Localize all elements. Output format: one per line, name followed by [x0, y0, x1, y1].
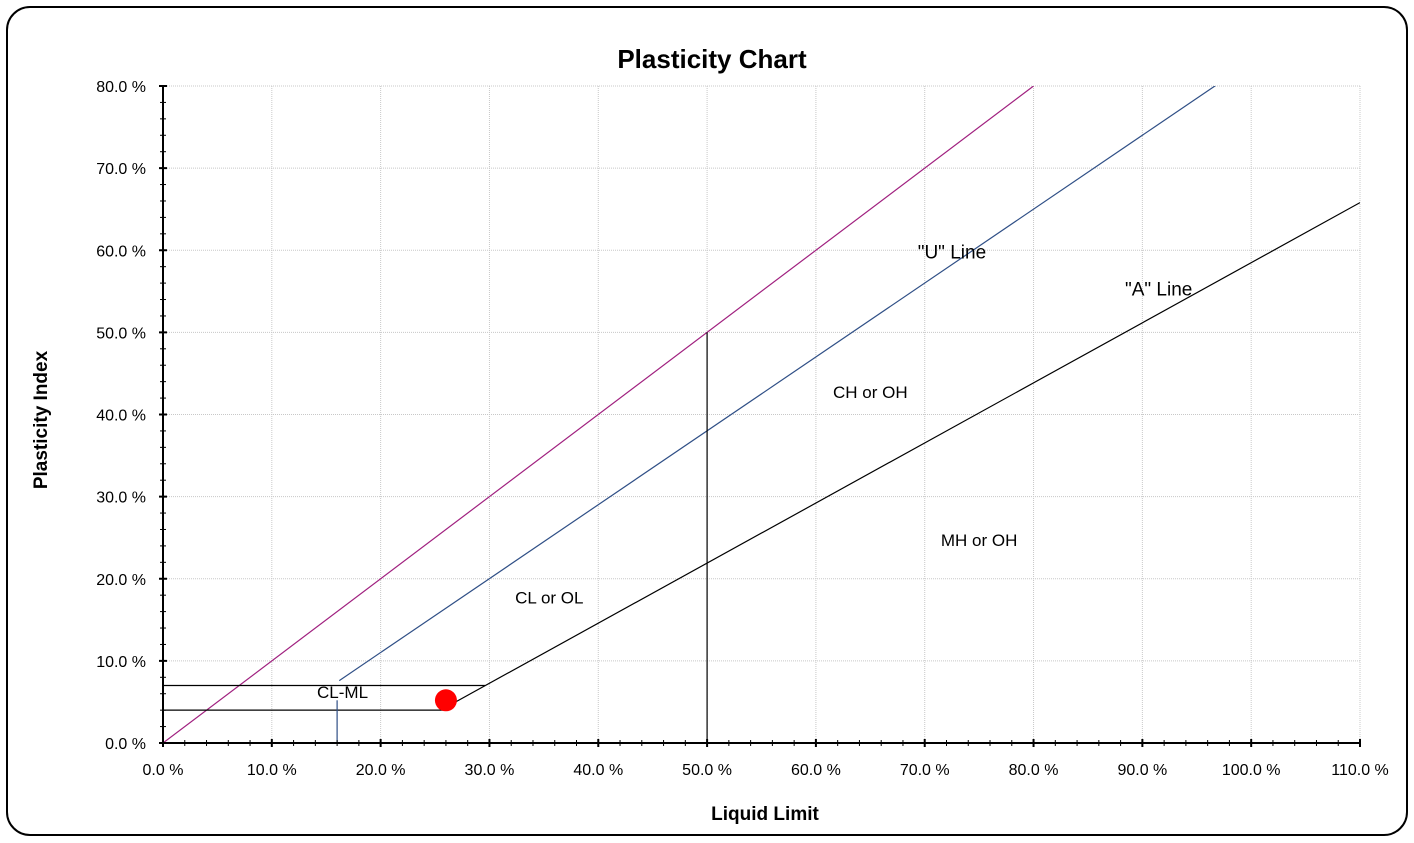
x-tick-label: 40.0 %	[573, 762, 623, 779]
tick-labels: 0.0 % 10.0 % 20.0 % 30.0 % 40.0 % 50.0 % 60.0 …	[96, 79, 1389, 779]
y-tick-label: 60.0 %	[96, 243, 146, 260]
chart-title: Plasticity Chart	[617, 44, 807, 74]
zone-label: MH or OH	[941, 531, 1018, 550]
y-tick-label: 20.0 %	[96, 572, 146, 589]
y-tick-label: 0.0 %	[105, 736, 146, 753]
y-tick-label: 50.0 %	[96, 325, 146, 342]
boundary-line	[443, 202, 1360, 710]
x-tick-label: 90.0 %	[1117, 762, 1167, 779]
y-axis-title: Plasticity Index	[31, 350, 52, 489]
boundary-line	[338, 86, 1216, 682]
data-points	[434, 689, 457, 712]
x-tick-label: 110.0 %	[1331, 762, 1389, 779]
boundary-line	[163, 86, 1034, 743]
y-tick-label: 80.0 %	[96, 79, 146, 96]
x-tick-label: 50.0 %	[682, 762, 732, 779]
x-tick-label: 0.0 %	[143, 762, 184, 779]
grid	[163, 85, 1361, 743]
zone-labels: "U" Line "A" Line CH or OH MH or OH CL or OL…	[317, 242, 1192, 701]
zone-label: CL-ML	[317, 683, 368, 702]
x-axis-title: Liquid Limit	[711, 804, 819, 825]
y-tick-label: 30.0 %	[96, 490, 146, 507]
data-point	[434, 689, 457, 712]
x-tick-label: 10.0 %	[247, 762, 297, 779]
line-label: "U" Line	[918, 242, 986, 263]
x-tick-label: 70.0 %	[900, 762, 950, 779]
axes	[159, 85, 1361, 747]
x-tick-label: 20.0 %	[356, 762, 406, 779]
x-tick-label: 100.0 %	[1222, 762, 1281, 779]
y-tick-label: 70.0 %	[96, 161, 146, 178]
x-tick-label: 30.0 %	[465, 762, 515, 779]
y-tick-label: 10.0 %	[96, 654, 146, 671]
x-tick-label: 80.0 %	[1009, 762, 1059, 779]
y-tick-label: 40.0 %	[96, 408, 146, 425]
zone-label: CH or OH	[833, 383, 908, 402]
x-tick-label: 60.0 %	[791, 762, 841, 779]
zone-label: CL or OL	[515, 588, 583, 607]
line-label: "A" Line	[1125, 279, 1192, 300]
boundary-lines	[163, 86, 1360, 743]
